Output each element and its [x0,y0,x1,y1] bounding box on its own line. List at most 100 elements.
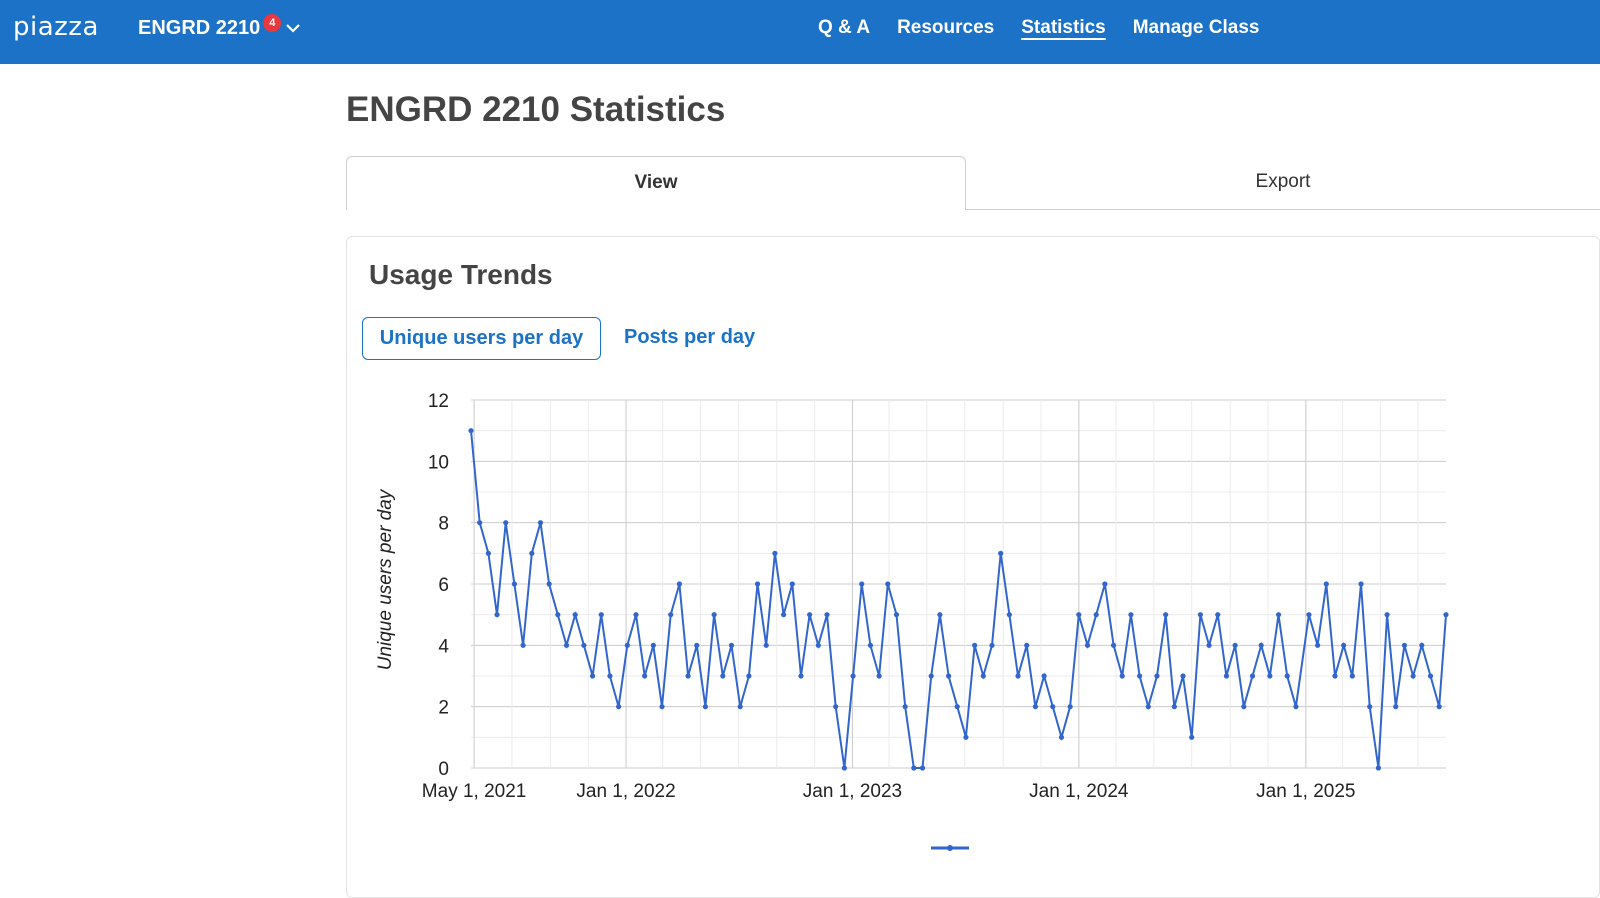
data-point [572,612,578,618]
data-point [963,734,969,740]
data-point [1067,704,1073,710]
data-point [893,612,900,618]
page-title: ENGRD 2210 Statistics [346,90,726,129]
data-point [529,550,535,556]
data-point [824,612,830,618]
data-point [477,520,483,526]
data-point [581,642,587,648]
y-axis-label: Unique users per day [375,488,396,670]
tab-export[interactable]: Export [1255,171,1311,192]
data-point [659,704,665,710]
data-point [1275,612,1282,618]
data-point [1110,642,1117,648]
data-point [1223,673,1230,679]
data-point [1206,642,1212,648]
posts-per-day-toggle[interactable]: Posts per day [624,326,756,348]
data-point [746,673,752,679]
data-point [902,704,908,710]
data-point [1419,642,1425,648]
class-switcher[interactable]: ENGRD 2210 4 [138,13,301,40]
data-point [1189,734,1195,740]
data-point [1084,642,1091,648]
y-tick-label: 4 [438,636,449,657]
data-point [1332,673,1338,679]
piazza-logo[interactable]: piazza [13,12,99,42]
y-tick-label: 0 [438,759,449,780]
data-point [876,673,882,679]
data-point [989,642,995,648]
data-point [1410,673,1416,679]
data-point [1119,673,1125,679]
data-point [772,550,778,556]
data-point [711,612,717,618]
data-point [1375,765,1381,771]
data-point [780,612,787,618]
data-point [668,612,674,618]
data-point [1032,704,1039,710]
y-tick-label: 8 [438,514,449,535]
data-point [1093,612,1099,618]
data-point [537,520,544,526]
class-name: ENGRD 2210 [138,17,261,39]
data-point [1401,642,1408,648]
data-point [737,704,743,710]
data-point [694,642,700,648]
tab-view[interactable]: View [346,156,966,210]
data-point [633,612,639,618]
data-point [616,704,622,710]
nav-resources[interactable]: Resources [897,17,995,38]
data-point [1306,612,1312,618]
data-point [624,642,630,648]
data-point [1232,642,1238,648]
top-navbar: piazza ENGRD 2210 4 Q & A Resources Stat… [0,0,1600,64]
data-point [1323,581,1329,587]
main-nav: Q & A Resources Statistics Manage Class [818,17,1286,39]
view-export-tabs: View Export [346,156,1600,210]
data-point [1076,612,1082,618]
nav-manage-class[interactable]: Manage Class [1132,17,1260,38]
x-tick-label: Jan 1, 2025 [1256,781,1355,802]
data-point [1358,581,1364,587]
data-point [867,642,874,648]
data-point [1050,704,1056,710]
data-point [555,612,561,618]
data-point [1197,612,1203,618]
data-point [1367,704,1373,710]
y-tick-label: 10 [428,452,449,473]
data-point [1258,642,1264,648]
data-point [520,642,526,648]
y-axis-ticks: 0 2 4 6 8 10 12 [428,391,450,780]
data-point [1215,612,1221,618]
unique-users-toggle[interactable]: Unique users per day [362,317,601,360]
data-point [789,581,795,587]
x-tick-label: May 1, 2021 [422,781,527,802]
data-point [937,612,943,618]
data-point [650,642,656,648]
data-point [763,642,769,648]
data-point [589,673,596,679]
data-point [494,612,500,618]
data-point [1241,704,1247,710]
nav-qa[interactable]: Q & A [818,17,871,38]
usage-trends-card: Usage Trends Unique users per day Posts … [346,236,1600,898]
data-point [1137,673,1143,679]
nav-statistics[interactable]: Statistics [1021,17,1106,38]
data-point [833,704,839,710]
notification-badge: 4 [263,13,282,32]
chart-legend [931,845,969,851]
data-point [1427,673,1434,679]
y-tick-label: 6 [438,575,449,596]
data-point [954,704,960,710]
series-line [470,430,1447,769]
data-point [754,581,761,587]
series-group [468,428,1449,771]
data-point [911,765,917,771]
data-point [928,673,934,679]
data-point [1024,642,1030,648]
y-tick-label: 12 [428,391,449,412]
data-point [859,581,865,587]
data-point [546,581,552,587]
data-point [702,704,709,710]
data-point [728,642,735,648]
y-tick-label: 2 [438,698,449,719]
